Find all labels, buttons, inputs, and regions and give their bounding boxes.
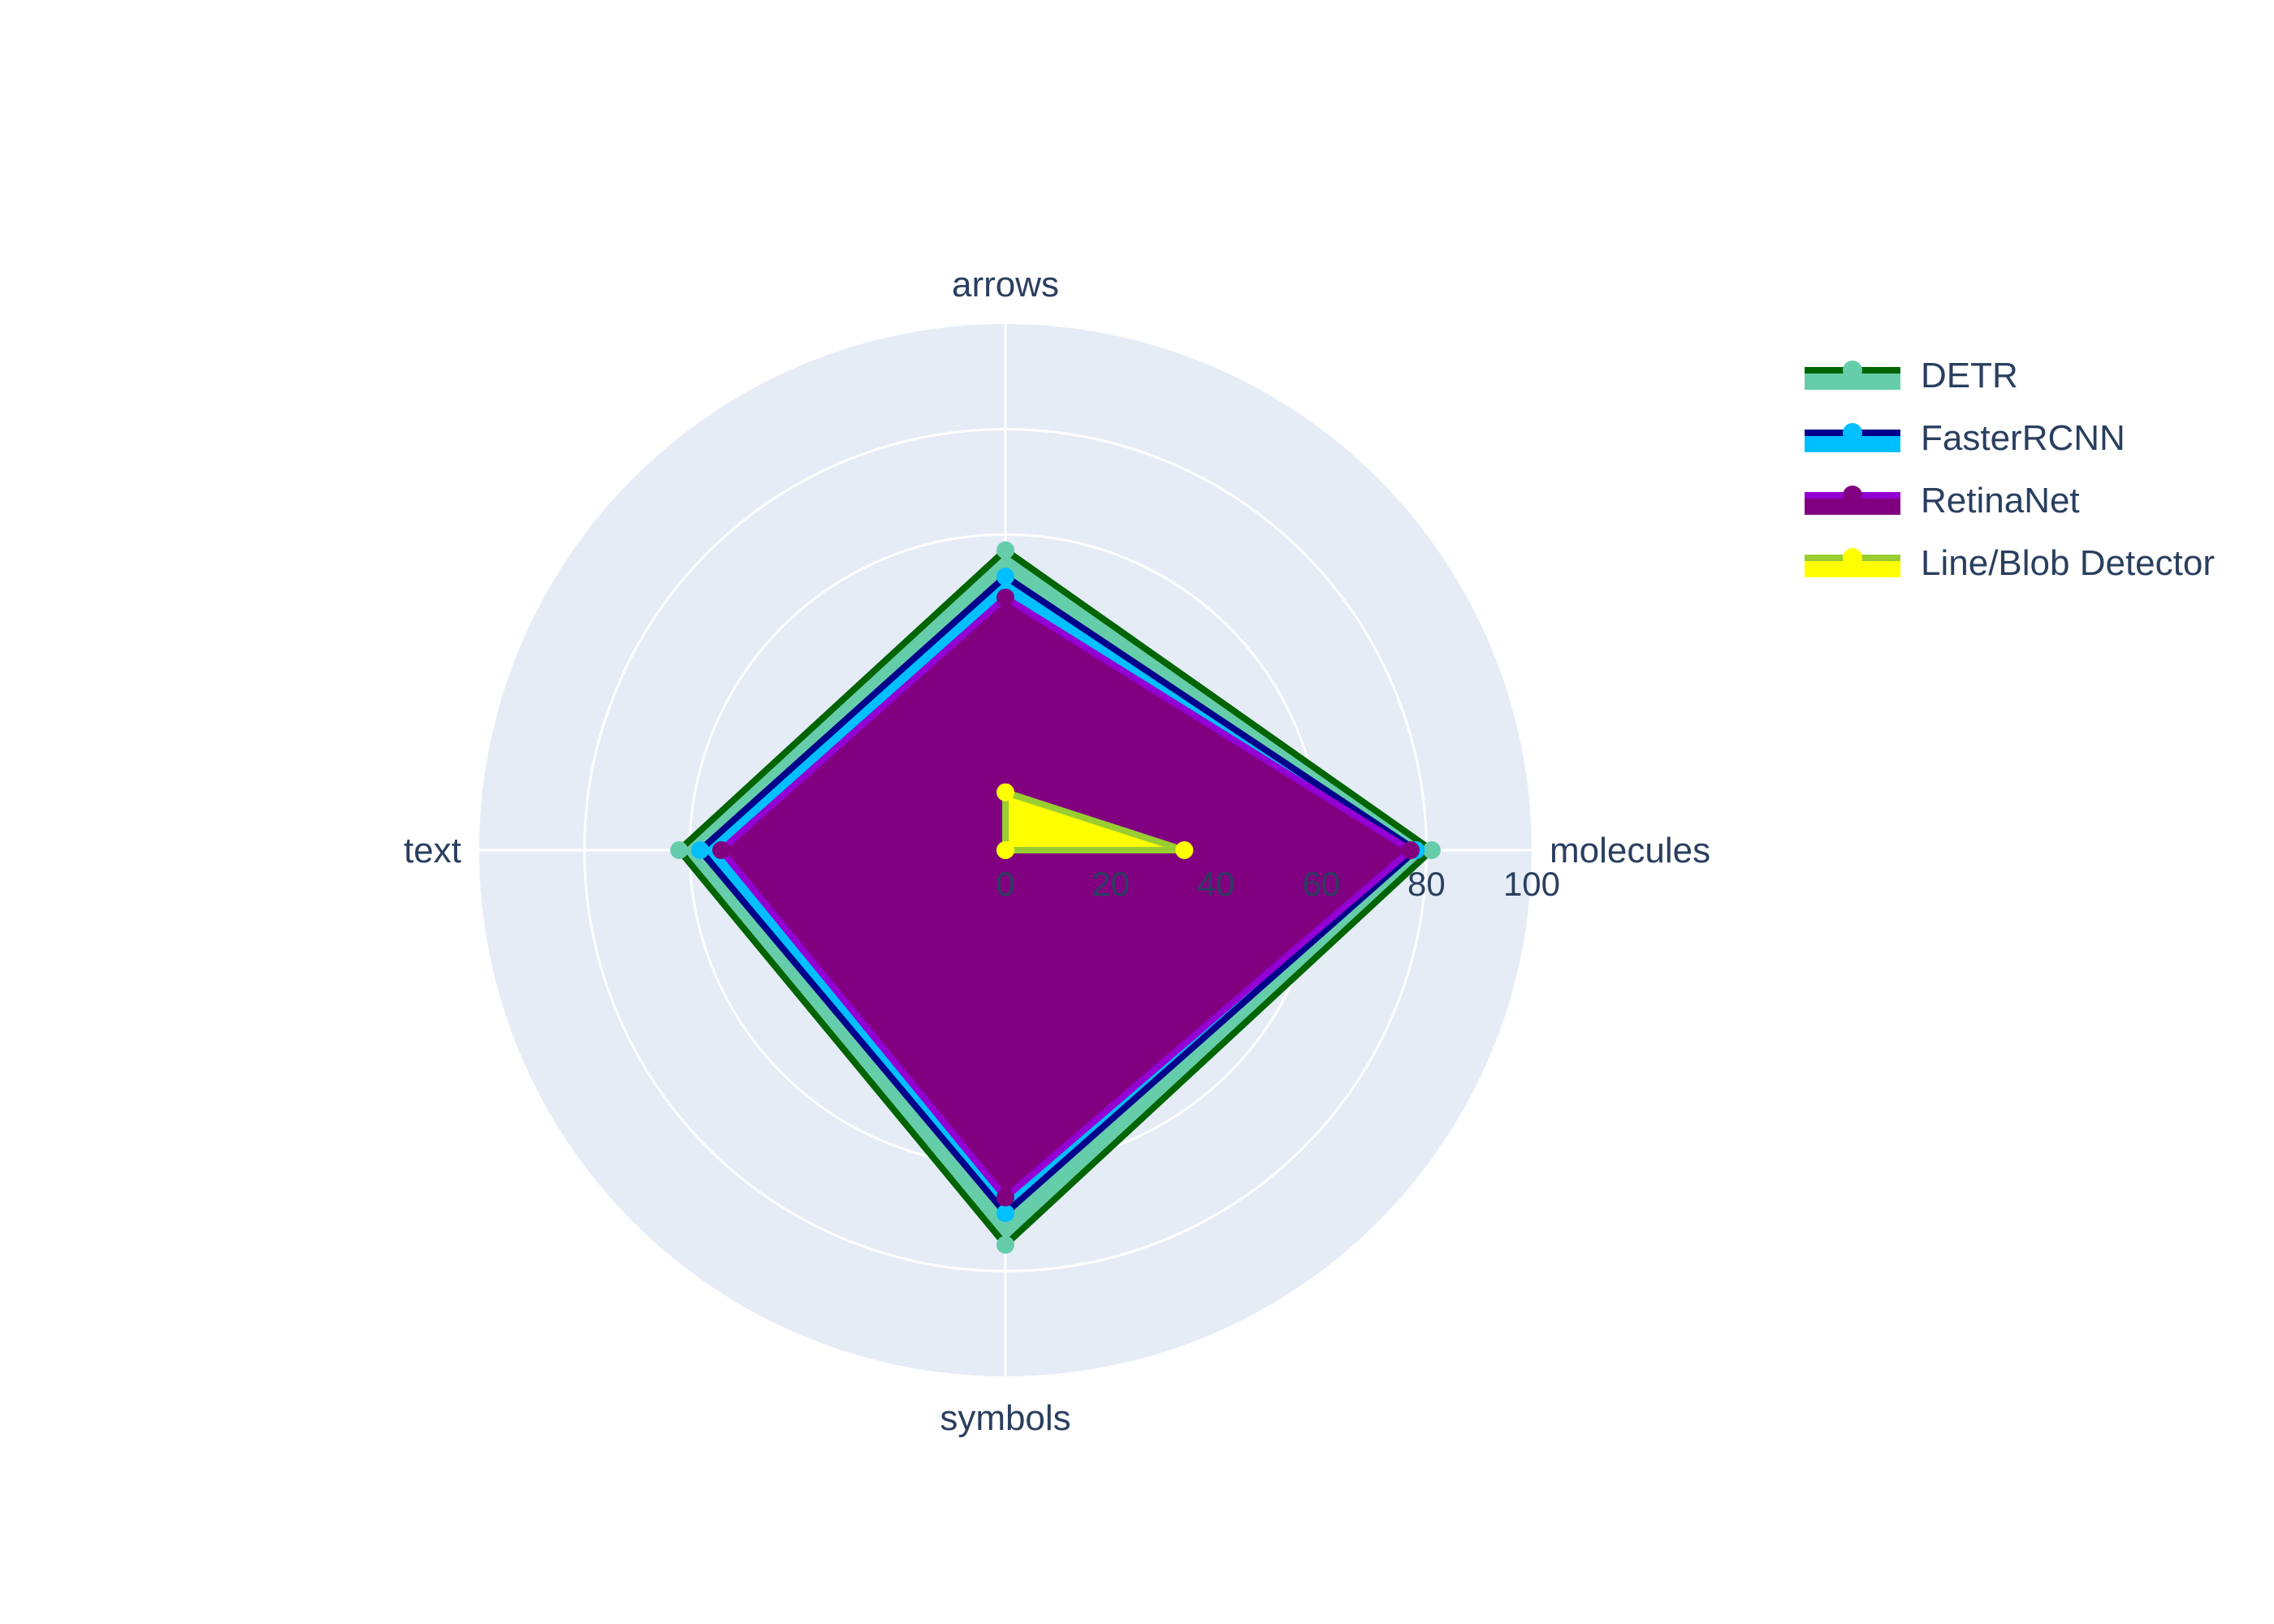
data-point <box>996 588 1014 607</box>
axis-label-molecules: molecules <box>1550 831 1710 870</box>
radial-tick-label: 60 <box>1302 865 1340 903</box>
data-point <box>670 841 689 859</box>
legend-marker <box>1843 486 1862 505</box>
axis-label-arrows: arrows <box>952 265 1059 304</box>
angular-axis-labels: molecules arrows text symbols <box>404 265 1710 1438</box>
radial-tick-label: 0 <box>996 865 1014 903</box>
series-layer <box>670 541 1441 1254</box>
data-point <box>996 1204 1014 1223</box>
legend-label: Line/Blob Detector <box>1921 543 2215 583</box>
data-point <box>996 541 1014 559</box>
data-point <box>712 841 731 859</box>
data-point <box>996 841 1014 859</box>
data-point <box>691 841 710 859</box>
legend-label: RetinaNet <box>1921 481 2080 520</box>
data-point <box>996 568 1014 586</box>
data-point <box>996 1188 1014 1207</box>
radial-tick-labels: 0 20 40 60 80 100 <box>996 865 1560 903</box>
series-2 <box>712 588 1420 1207</box>
radial-tick-label: 20 <box>1092 865 1130 903</box>
legend-marker <box>1843 361 1862 380</box>
data-point <box>1422 841 1441 859</box>
legend-marker <box>1843 423 1862 443</box>
data-point <box>996 1236 1014 1254</box>
axis-label-symbols: symbols <box>940 1398 1070 1438</box>
series-3 <box>996 783 1194 859</box>
radial-tick-label: 40 <box>1197 865 1235 903</box>
legend-item-2[interactable]: RetinaNet <box>1805 481 2080 520</box>
legend-label: FasterRCNN <box>1921 418 2125 458</box>
legend-item-0[interactable]: DETR <box>1805 356 2018 395</box>
radial-tick-label: 100 <box>1503 865 1560 903</box>
legend-item-1[interactable]: FasterRCNN <box>1805 418 2125 458</box>
legend-marker <box>1843 548 1862 568</box>
series-area <box>1002 788 1188 853</box>
data-point <box>996 783 1014 801</box>
axis-label-text: text <box>404 831 461 870</box>
data-point <box>1401 841 1420 859</box>
legend-label: DETR <box>1921 356 2018 395</box>
radial-tick-label: 80 <box>1407 865 1446 903</box>
data-point <box>1175 841 1194 859</box>
legend-item-3[interactable]: Line/Blob Detector <box>1805 543 2215 583</box>
legend[interactable]: DETR FasterRCNN RetinaNet Line/Blob Detecto… <box>1805 356 2215 583</box>
